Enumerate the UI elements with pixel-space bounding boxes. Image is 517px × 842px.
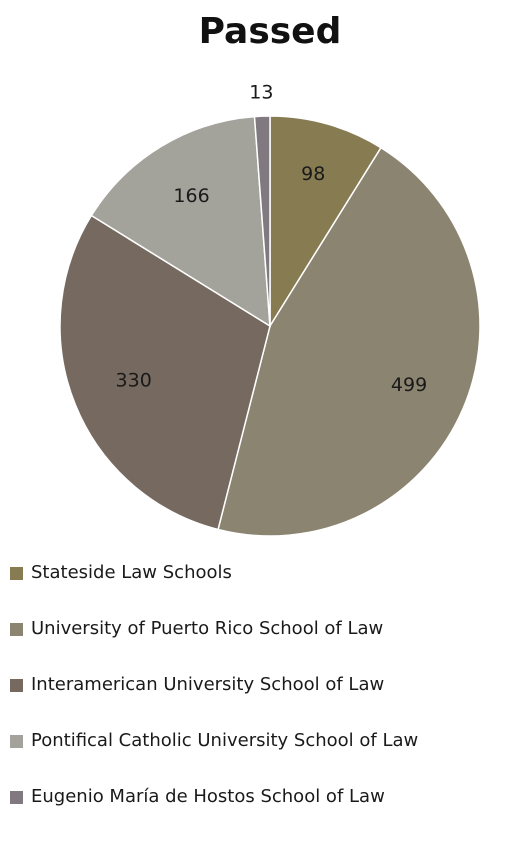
data-label-upr: 499: [391, 374, 427, 396]
legend-label-hostos: Eugenio María de Hostos School of Law: [31, 786, 385, 807]
legend-swatch-upr: [10, 623, 23, 636]
chart-title: Passed: [198, 11, 342, 52]
legend-swatch-hostos: [10, 791, 23, 804]
legend-label-stateside: Stateside Law Schools: [31, 562, 232, 583]
data-label-hostos: 13: [249, 82, 273, 104]
pie-slice-upr: [217, 146, 481, 537]
legend-label-pontifical: Pontifical Catholic University School of…: [31, 730, 419, 751]
pie-chart: 98 499 330 166 13: [59, 82, 481, 537]
legend-swatch-stateside: [10, 567, 23, 580]
pie-slice-hostos: [253, 115, 271, 327]
legend-swatch-interamerican: [10, 679, 23, 692]
pie-slice-pontifical: [90, 115, 271, 328]
legend-swatch-pontifical: [10, 735, 23, 748]
pie-slice-stateside: [269, 115, 383, 329]
pie-slices: [59, 115, 481, 537]
data-label-stateside: 98: [301, 163, 325, 185]
data-label-interamerican: 330: [116, 369, 152, 391]
legend-label-upr: University of Puerto Rico School of Law: [31, 618, 384, 639]
legend-label-interamerican: Interamerican University School of Law: [31, 674, 385, 695]
data-label-pontifical: 166: [173, 185, 209, 207]
pie-data-labels: 98 499 330 166 13: [116, 82, 428, 396]
